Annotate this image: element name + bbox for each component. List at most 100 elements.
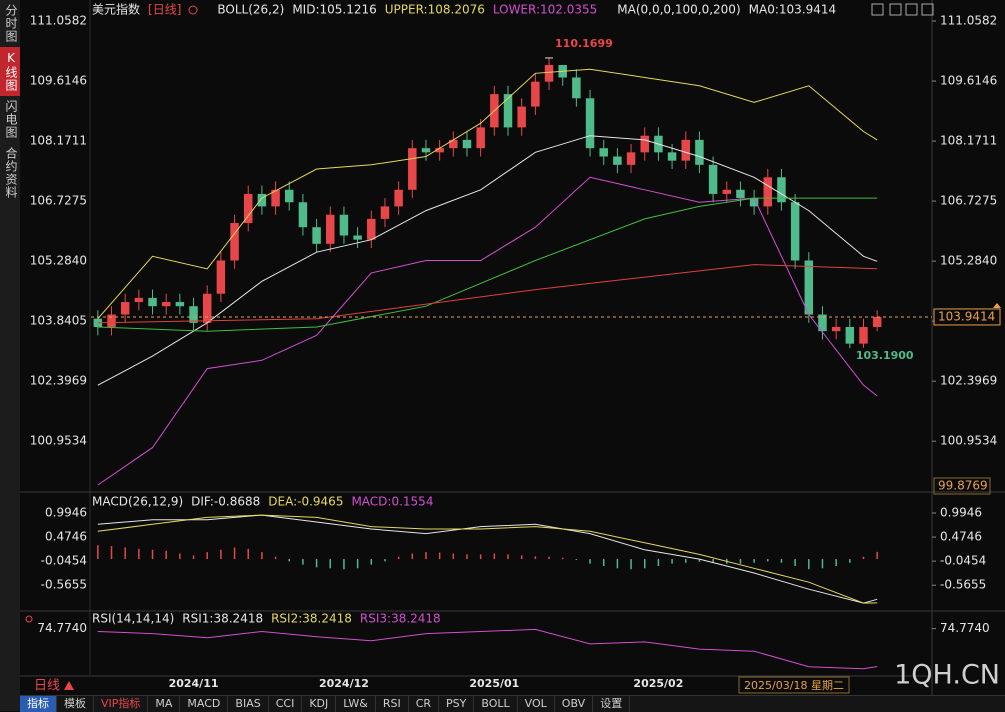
candle-body — [120, 302, 130, 315]
overlay-line — [97, 68, 878, 320]
side-tab[interactable]: 分时图 — [4, 4, 18, 43]
toolbar-button[interactable]: MA — [148, 696, 181, 712]
watermark: 1QH.CN — [894, 660, 1000, 691]
legend-label: MID:105.1216 — [292, 3, 376, 17]
candle-body — [736, 189, 745, 199]
x-tick-label: 2025/02 — [633, 677, 683, 690]
toolbar-button[interactable]: VIP指标 — [94, 696, 149, 712]
period-arrow[interactable] — [64, 681, 74, 690]
candle-body — [695, 139, 704, 165]
toolbar-button[interactable]: KDJ — [302, 696, 337, 712]
y-tick-label-left: 103.8405 — [30, 314, 87, 328]
legend-label: RSI1:38.2418 — [182, 612, 263, 626]
date-box — [738, 676, 850, 694]
candle-body — [777, 177, 786, 203]
period[interactable]: 日线 — [34, 679, 60, 694]
low-label: 103.1900 — [856, 349, 914, 362]
icon[interactable] — [889, 3, 902, 16]
legend-label: RSI3:38.2418 — [360, 612, 441, 626]
toolbar-button[interactable]: LW& — [336, 696, 376, 712]
y-tick-label-left: 0.9946 — [45, 505, 87, 519]
candle-body — [804, 260, 814, 315]
toolbar-button[interactable]: BOLL — [474, 696, 518, 712]
y-tick-label-left: 111.0582 — [30, 14, 87, 28]
toolbar-button[interactable]: RSI — [376, 696, 409, 712]
candle-body — [531, 81, 540, 107]
candle-body — [285, 189, 294, 203]
candle-body — [544, 65, 554, 82]
y-tick-label-right: -0.0454 — [940, 554, 986, 568]
last-price-arrow — [993, 302, 1001, 308]
y-tick-label-left: 108.1711 — [30, 134, 87, 148]
candle-body — [408, 148, 417, 190]
legend-label: UPPER:108.2076 — [385, 3, 485, 17]
candle-body — [763, 177, 773, 207]
candle-body — [298, 202, 308, 228]
legend-label: RSI(14,14,14) — [92, 612, 174, 626]
legend-label: RSI2:38.2418 — [271, 612, 352, 626]
toolbar-button[interactable]: 设置 — [593, 696, 631, 712]
y-tick-label-left: 100.9534 — [30, 434, 87, 448]
y-tick-label-left: -0.5655 — [41, 578, 87, 592]
y-tick-label-right: 100.9534 — [940, 434, 997, 448]
candle-body — [476, 127, 485, 149]
side-tab[interactable]: 闪电图 — [4, 100, 18, 139]
candle-body — [353, 235, 362, 240]
legend-label: MA(0,0,0,100,0,200) — [617, 3, 740, 17]
candle-body — [312, 227, 321, 244]
toolbar-button[interactable]: MACD — [180, 696, 229, 712]
toolbar-icons[interactable] — [871, 3, 934, 16]
candle-body — [202, 293, 212, 323]
candle-body — [790, 202, 800, 261]
y-tick-label-left: 105.2840 — [30, 254, 87, 268]
toolbar-button[interactable]: 指标 — [20, 696, 57, 712]
candle-body — [435, 148, 444, 153]
overlay-line — [97, 264, 878, 324]
high-label: 110.1699 — [555, 37, 613, 50]
y-tick-label-right: 111.0582 — [940, 14, 997, 28]
candle-body — [230, 223, 239, 261]
overlay-line — [97, 514, 878, 604]
last-price-box — [933, 308, 1001, 326]
toolbar-button[interactable]: PSY — [439, 696, 475, 712]
legend-label: DIF:-0.8688 — [191, 495, 260, 509]
icon[interactable] — [905, 3, 918, 16]
overlay-line — [97, 176, 878, 486]
overlay-line — [97, 135, 878, 386]
overlay-line — [97, 628, 878, 670]
x-tick-label: 2025/01 — [469, 677, 519, 690]
settings-icon[interactable] — [25, 615, 33, 623]
side-tab[interactable]: K线图 — [0, 47, 20, 96]
candle-body — [271, 189, 280, 207]
y-tick-label-right: 74.7740 — [940, 621, 990, 635]
cursor-date: 2025/03/18 星期二 — [744, 679, 844, 692]
icon[interactable] — [921, 3, 934, 16]
range-low-label: 99.8769 — [938, 479, 988, 493]
y-tick-label-right: 106.7275 — [940, 194, 997, 208]
toolbar-button[interactable]: BIAS — [228, 696, 269, 712]
toolbar-button[interactable]: OBV — [555, 696, 594, 712]
chart-area: 日线 2025/03/18 星期二 1QH.CN 111.0582 111.058… — [20, 0, 1005, 695]
legend-label: MACD:0.1554 — [351, 495, 433, 509]
icon[interactable] — [871, 3, 884, 16]
candle-body — [613, 156, 622, 165]
legend-label: [日线] — [148, 3, 181, 17]
y-tick-label-right: 0.4746 — [940, 530, 982, 544]
last-price-tag: 103.9414 — [938, 309, 995, 323]
toolbar-button[interactable]: VOL — [518, 696, 555, 712]
y-tick-label-right: 109.6146 — [940, 74, 997, 88]
candle-body — [216, 260, 226, 294]
y-tick-label-right: -0.5655 — [940, 578, 986, 592]
overlay-line — [97, 197, 878, 332]
add-icon — [188, 5, 198, 15]
legend-label: BOLL(26,2) — [217, 3, 284, 17]
toolbar-button[interactable]: 模板 — [57, 696, 94, 712]
candle-body — [640, 135, 649, 153]
toolbar-button[interactable]: CR — [409, 696, 440, 712]
candle-body — [831, 327, 841, 332]
range-low-box — [933, 477, 991, 495]
side-tab[interactable]: 合约资料 — [4, 147, 18, 199]
candle-body — [585, 98, 595, 149]
toolbar-button[interactable]: CCI — [269, 696, 303, 712]
